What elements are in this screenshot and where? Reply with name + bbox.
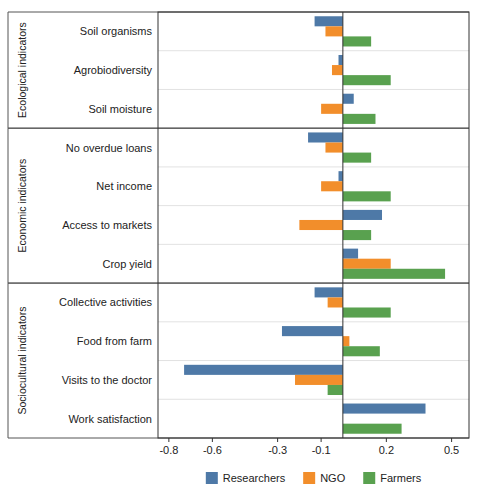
group-separator bbox=[8, 128, 469, 129]
row-separator bbox=[158, 360, 469, 361]
zero-line bbox=[342, 12, 343, 438]
group-separator bbox=[8, 128, 469, 129]
series-bars bbox=[328, 36, 445, 433]
x-tick bbox=[168, 438, 169, 442]
group-brackets bbox=[8, 12, 469, 438]
bar bbox=[343, 36, 371, 46]
group-separator bbox=[8, 283, 469, 284]
category-label: Soil moisture bbox=[88, 103, 152, 115]
legend-label: NGO bbox=[320, 472, 346, 484]
legend-label: Researchers bbox=[223, 472, 286, 484]
bar bbox=[184, 365, 343, 375]
bar bbox=[308, 132, 343, 142]
plot-area bbox=[158, 12, 469, 438]
x-tick bbox=[277, 438, 278, 442]
group-label: Sociocultural indicators bbox=[16, 307, 28, 415]
category-label: Collective activities bbox=[59, 296, 152, 308]
bar bbox=[325, 26, 342, 36]
category-label: Agrobiodiversity bbox=[74, 64, 153, 76]
legend-item: Researchers bbox=[206, 472, 286, 484]
category-label: Visits to the doctor bbox=[62, 374, 153, 386]
bar bbox=[332, 65, 343, 75]
bar bbox=[328, 297, 343, 307]
row-separator bbox=[158, 321, 469, 322]
bars bbox=[184, 16, 445, 433]
bar bbox=[299, 220, 342, 230]
x-tick bbox=[212, 438, 213, 442]
bar bbox=[343, 94, 354, 104]
bar bbox=[343, 336, 350, 346]
bar bbox=[343, 404, 426, 414]
x-tick bbox=[321, 438, 322, 442]
row-separator bbox=[158, 50, 469, 51]
bar bbox=[339, 55, 343, 65]
plot-frame bbox=[158, 12, 469, 438]
y-axis: Soil organisms Agrobiodiversity Soil moist… bbox=[59, 25, 152, 424]
x-tick bbox=[386, 438, 387, 442]
legend-item: Farmers bbox=[363, 472, 421, 484]
row-separator bbox=[158, 166, 469, 167]
row-separator bbox=[158, 244, 469, 245]
category-label: Food from farm bbox=[77, 335, 152, 347]
bar bbox=[343, 114, 376, 124]
bar bbox=[325, 143, 342, 153]
bar bbox=[343, 424, 402, 434]
group-bracket bbox=[8, 283, 9, 438]
group-label: Economic indicators bbox=[16, 159, 28, 253]
category-label: Work satisfaction bbox=[68, 413, 152, 425]
x-axis: -0.8 -0.6 -0.3 -0.1 0.2 0.5 bbox=[159, 438, 459, 456]
x-tick-label: -0.1 bbox=[312, 444, 331, 456]
x-tick-label: 0.5 bbox=[444, 444, 459, 456]
group-bracket bbox=[8, 128, 9, 283]
bar bbox=[343, 249, 358, 259]
bar bbox=[343, 153, 371, 163]
series-bars bbox=[184, 16, 425, 413]
bar bbox=[295, 375, 343, 385]
row-separator bbox=[158, 89, 469, 90]
legend-label: Farmers bbox=[380, 472, 421, 484]
bar bbox=[343, 259, 391, 269]
category-label: Access to markets bbox=[62, 219, 152, 231]
x-tick bbox=[451, 438, 452, 442]
bar bbox=[343, 75, 391, 85]
row-separator bbox=[158, 205, 469, 206]
legend-swatch bbox=[206, 472, 218, 484]
group-bracket bbox=[8, 12, 9, 128]
bar bbox=[343, 230, 371, 240]
bar bbox=[343, 307, 391, 317]
x-tick-label: -0.6 bbox=[203, 444, 222, 456]
bar bbox=[321, 181, 343, 191]
bar bbox=[343, 191, 391, 201]
bar bbox=[315, 287, 343, 297]
bar bbox=[321, 104, 343, 114]
category-label: Crop yield bbox=[102, 258, 152, 270]
group-separator bbox=[8, 283, 469, 284]
x-tick-label: -0.3 bbox=[268, 444, 287, 456]
group-label: Ecological indicators bbox=[16, 22, 28, 118]
row-separator bbox=[158, 399, 469, 400]
bar bbox=[282, 326, 343, 336]
legend: Researchers NGO Farmers bbox=[206, 472, 422, 484]
bar bbox=[315, 16, 343, 26]
bar bbox=[343, 346, 380, 356]
bar bbox=[328, 385, 343, 395]
category-label: Net income bbox=[96, 180, 152, 192]
bar bbox=[343, 210, 382, 220]
chart: Ecological indicators Economic indicators… bbox=[0, 0, 483, 500]
legend-item: NGO bbox=[303, 472, 346, 484]
x-tick-label: -0.8 bbox=[159, 444, 178, 456]
category-label: No overdue loans bbox=[66, 142, 153, 154]
x-tick-label: 0.2 bbox=[379, 444, 394, 456]
legend-swatch bbox=[303, 472, 315, 484]
bar bbox=[343, 269, 445, 279]
legend-swatch bbox=[363, 472, 375, 484]
bar bbox=[339, 171, 343, 181]
category-label: Soil organisms bbox=[80, 25, 153, 37]
